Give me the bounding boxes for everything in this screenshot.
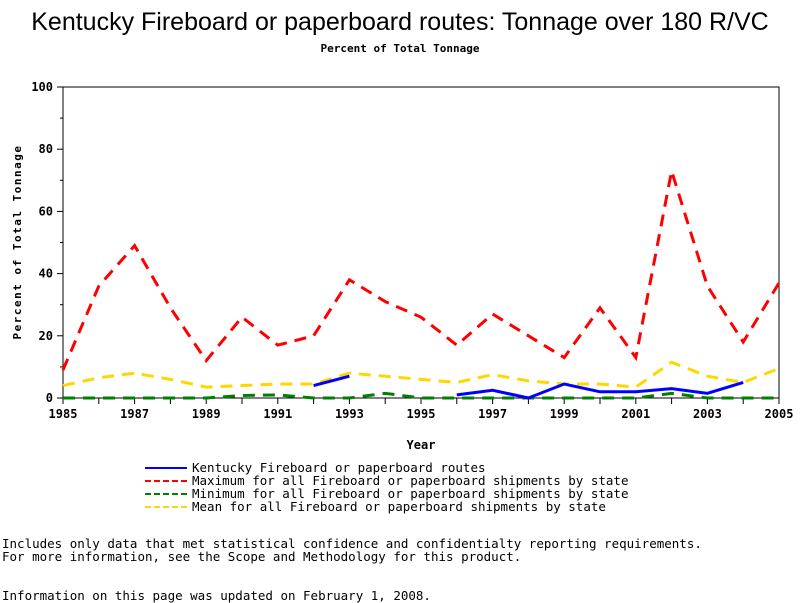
x-tick-label: 1993: [335, 407, 364, 421]
note-methodology: For more information, see the Scope and …: [2, 549, 521, 564]
legend-swatch: [145, 480, 187, 482]
plot-frame: [63, 87, 779, 398]
series-line-0: [314, 376, 350, 385]
x-tick-label: 1989: [192, 407, 221, 421]
series-line-2: [63, 393, 779, 398]
legend-item: Mean for all Fireboard or paperboard shi…: [145, 500, 629, 513]
x-tick-label: 2003: [693, 407, 722, 421]
y-tick-label: 60: [39, 204, 53, 218]
legend-swatch: [145, 506, 187, 508]
x-tick-label: 1991: [263, 407, 292, 421]
y-axis-label: Percent of Total Tonnage: [11, 145, 24, 340]
x-tick-label: 1985: [49, 407, 78, 421]
x-tick-label: 1995: [407, 407, 436, 421]
x-tick-label: 2005: [765, 407, 794, 421]
x-tick-label: 1997: [478, 407, 507, 421]
y-tick-label: 20: [39, 329, 53, 343]
y-tick-label: 100: [31, 80, 53, 94]
x-tick-label: 2001: [621, 407, 650, 421]
legend-label: Mean for all Fireboard or paperboard shi…: [192, 500, 606, 513]
legend-swatch: [145, 467, 187, 469]
y-tick-label: 0: [46, 391, 53, 405]
series-line-1: [63, 171, 779, 370]
series-line-3: [63, 362, 779, 387]
note-updated: Information on this page was updated on …: [2, 588, 431, 603]
legend-swatch: [145, 493, 187, 495]
x-axis-label: Year: [407, 438, 436, 452]
x-tick-label: 1987: [120, 407, 149, 421]
y-tick-label: 80: [39, 142, 53, 156]
y-tick-label: 40: [39, 267, 53, 281]
x-tick-label: 1999: [550, 407, 579, 421]
